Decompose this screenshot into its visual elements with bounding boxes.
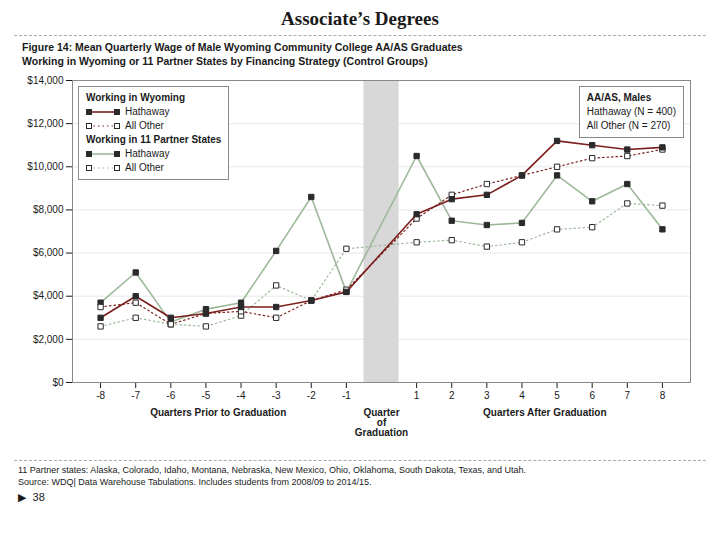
svg-text:$8,000: $8,000 <box>33 204 64 215</box>
html-text:Hathaway (N = 400): Hathaway (N = 400) <box>586 106 676 118</box>
svg-text:-1: -1 <box>342 390 351 401</box>
svg-text:$6,000: $6,000 <box>33 248 64 259</box>
html-text:All Other: All Other <box>125 120 164 132</box>
svg-text:7: 7 <box>625 390 631 401</box>
svg-text:4: 4 <box>519 390 525 401</box>
svg-text:3: 3 <box>484 390 490 401</box>
html-text:Working in Wyoming: Working in Wyoming <box>86 92 186 104</box>
html-text:Source: WDQ| Data Warehouse Ta: Source: WDQ| Data Warehouse Tabulations.… <box>18 477 372 488</box>
svg-text:$12,000: $12,000 <box>27 118 64 129</box>
svg-text:-4: -4 <box>237 390 246 401</box>
svg-text:QuarterofGraduation: QuarterofGraduation <box>355 407 408 438</box>
svg-text:$4,000: $4,000 <box>33 291 64 302</box>
svg-text:$14,000: $14,000 <box>27 75 64 86</box>
svg-text:1: 1 <box>414 390 420 401</box>
html-text:Figure 14: Mean Quarterly Wage: Figure 14: Mean Quarterly Wage of Male W… <box>22 41 463 68</box>
html-text:All Other: All Other <box>125 162 164 174</box>
html-text:▶ 38: ▶ 38 <box>18 491 45 504</box>
html-text:Associate’s Degrees: Associate’s Degrees <box>281 8 439 29</box>
html-text:11 Partner states: Alaska, Col: 11 Partner states: Alaska, Colorado, Ida… <box>18 465 526 476</box>
svg-text:-6: -6 <box>166 390 175 401</box>
html-text:Working in 11 Partner States: Working in 11 Partner States <box>86 134 222 146</box>
svg-text:-2: -2 <box>307 390 316 401</box>
svg-text:-3: -3 <box>272 390 281 401</box>
svg-text:8: 8 <box>660 390 666 401</box>
svg-text:-8: -8 <box>96 390 105 401</box>
svg-text:Quarters Prior to Graduation: Quarters Prior to Graduation <box>150 407 286 418</box>
svg-text:$0: $0 <box>52 377 64 388</box>
svg-text:$10,000: $10,000 <box>27 161 64 172</box>
html-text:Hathaway: Hathaway <box>125 106 170 118</box>
html-text:All Other (N = 270): All Other (N = 270) <box>586 120 671 132</box>
svg-text:Quarters After Graduation: Quarters After Graduation <box>483 407 607 418</box>
svg-text:5: 5 <box>554 390 560 401</box>
svg-text:2: 2 <box>449 390 455 401</box>
html-text:Hathaway: Hathaway <box>125 148 170 160</box>
svg-text:6: 6 <box>589 390 595 401</box>
svg-text:-7: -7 <box>131 390 140 401</box>
svg-text:$2,000: $2,000 <box>33 334 64 345</box>
html-text:AA/AS, Males: AA/AS, Males <box>586 92 652 104</box>
svg-text:-5: -5 <box>201 390 210 401</box>
